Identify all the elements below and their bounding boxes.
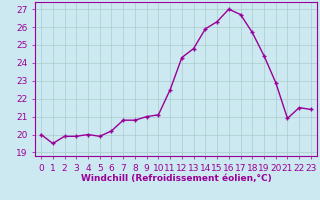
X-axis label: Windchill (Refroidissement éolien,°C): Windchill (Refroidissement éolien,°C) [81, 174, 271, 183]
